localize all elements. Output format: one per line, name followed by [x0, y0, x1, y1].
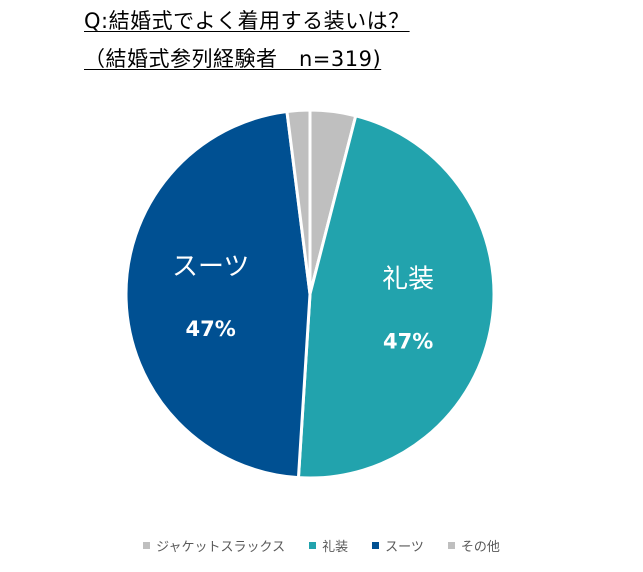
legend-item-other: その他 — [447, 536, 500, 555]
legend-label: 礼装 — [322, 540, 349, 555]
chart-title: Q:結婚式でよく着用する装いは？ （結婚式参列経験者 n=319) — [84, 8, 410, 72]
legend-item-jacket: ジャケットスラックス — [143, 536, 285, 555]
legend-label: スーツ — [385, 540, 424, 555]
legend-swatch — [309, 542, 317, 549]
legend-swatch — [372, 542, 380, 549]
data-label-name-reiso: 礼装 — [382, 265, 434, 295]
legend-item-reiso: 礼装 — [309, 536, 348, 555]
legend-item-suit: スーツ — [372, 536, 424, 555]
data-label-name-suit: スーツ — [172, 252, 249, 282]
title-line-1: Q:結婚式でよく着用する装いは？ — [84, 9, 410, 33]
legend-label: ジャケットスラックス — [156, 540, 286, 555]
legend-swatch — [143, 542, 151, 549]
data-label-value-suit: 47% — [186, 317, 236, 341]
legend-label: その他 — [460, 540, 500, 555]
title-line-2: （結婚式参列経験者 n=319) — [84, 47, 382, 71]
legend-swatch — [447, 542, 455, 549]
pie-slice-reiso — [296, 114, 496, 480]
data-label-value-reiso: 47% — [383, 330, 433, 354]
pie-slice-suit — [124, 109, 312, 480]
chart-legend: ジャケットスラックス 礼装 スーツ その他 — [0, 536, 643, 555]
pie-chart: 礼装 47% スーツ 47% — [124, 108, 496, 480]
pie-slice-other — [285, 108, 312, 296]
